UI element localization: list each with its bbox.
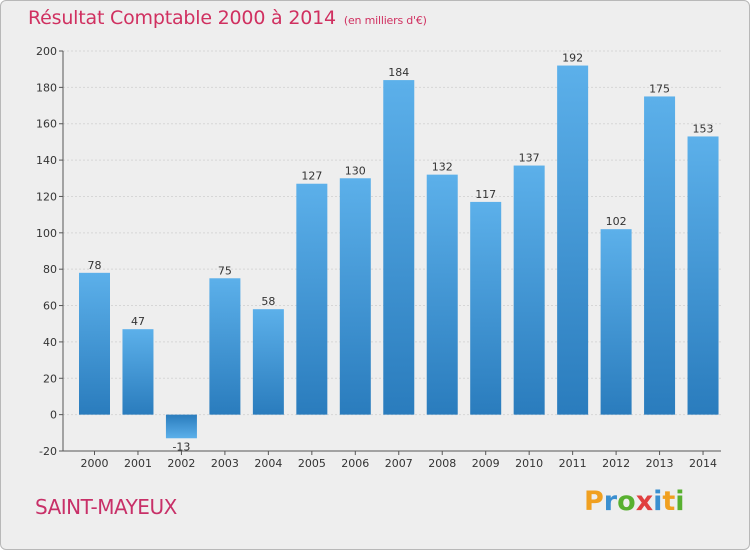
x-tick-label: 2001 bbox=[124, 457, 152, 470]
bars bbox=[79, 65, 719, 439]
x-tick-label: 2009 bbox=[472, 457, 500, 470]
x-tick-label: 2013 bbox=[646, 457, 674, 470]
bar-value-label: 58 bbox=[261, 295, 275, 308]
bar bbox=[644, 96, 676, 415]
bar-value-label: 75 bbox=[218, 264, 232, 277]
bar bbox=[339, 178, 371, 415]
title-text: Résultat Comptable 2000 à 2014 bbox=[28, 7, 336, 29]
bar bbox=[426, 174, 458, 415]
y-tick-label: 0 bbox=[50, 409, 57, 422]
logo-letter: o bbox=[617, 486, 636, 517]
bar-value-label: 175 bbox=[649, 82, 670, 95]
bar bbox=[470, 201, 502, 415]
y-tick-label: 160 bbox=[36, 118, 57, 131]
y-tick-label: 200 bbox=[36, 45, 57, 58]
bar-value-label: 132 bbox=[432, 161, 453, 174]
x-tick-label: 2004 bbox=[254, 457, 282, 470]
bar-value-label: 137 bbox=[519, 152, 540, 165]
bar bbox=[209, 278, 241, 415]
bar bbox=[165, 414, 197, 439]
logo-letter: x bbox=[635, 486, 654, 517]
y-tick-label: 180 bbox=[36, 81, 57, 94]
y-tick-label: 120 bbox=[36, 190, 57, 203]
bar bbox=[79, 272, 110, 415]
bar-value-label: 78 bbox=[88, 259, 102, 272]
x-tick-label: 2014 bbox=[689, 457, 717, 470]
bar bbox=[600, 229, 632, 415]
y-tick-label: 80 bbox=[43, 263, 57, 276]
proxiti-logo: Proxiti bbox=[584, 486, 685, 517]
bar-value-label: 102 bbox=[606, 215, 627, 228]
title-unit: (en milliers d'€) bbox=[343, 14, 427, 27]
axes bbox=[59, 50, 721, 455]
logo-letter: i bbox=[653, 486, 663, 517]
bar-value-label: 47 bbox=[131, 315, 145, 328]
y-tick-label: 140 bbox=[36, 154, 57, 167]
bar-value-label: 117 bbox=[475, 188, 496, 201]
y-tick-label: 20 bbox=[43, 372, 57, 385]
logo-letter: t bbox=[662, 486, 676, 517]
bar-value-label: 192 bbox=[562, 52, 583, 65]
bar bbox=[557, 65, 589, 415]
logo-letter: i bbox=[675, 486, 685, 517]
bar-value-label: 127 bbox=[301, 170, 322, 183]
x-tick-label: 2000 bbox=[81, 457, 109, 470]
x-tick-label: 2010 bbox=[515, 457, 543, 470]
y-tick-label: 100 bbox=[36, 227, 57, 240]
chart-title: Résultat Comptable 2000 à 2014 (en millie… bbox=[28, 7, 427, 29]
bar-value-label: 153 bbox=[693, 122, 714, 135]
y-tick-label: -20 bbox=[39, 445, 57, 458]
y-tick-label: 40 bbox=[43, 336, 57, 349]
bar bbox=[513, 165, 545, 415]
bar-value-label: -13 bbox=[172, 440, 190, 453]
logo-letter: r bbox=[603, 486, 618, 517]
x-tick-label: 2008 bbox=[428, 457, 456, 470]
x-tick-label: 2002 bbox=[167, 457, 195, 470]
town-name: SAINT-MAYEUX bbox=[35, 495, 177, 519]
x-tick-label: 2007 bbox=[385, 457, 413, 470]
y-tick-label: 60 bbox=[43, 300, 57, 313]
x-tick-label: 2012 bbox=[602, 457, 630, 470]
bar bbox=[383, 80, 415, 415]
x-tick-label: 2011 bbox=[559, 457, 587, 470]
bar-value-label: 130 bbox=[345, 164, 366, 177]
labels: -20 0 20 40 60 80 100 120 140 160 180 200 78 2000 47 20… bbox=[36, 45, 717, 470]
x-tick-label: 2005 bbox=[298, 457, 326, 470]
x-tick-label: 2006 bbox=[341, 457, 369, 470]
bar bbox=[252, 309, 284, 415]
bar-value-label: 184 bbox=[388, 66, 409, 79]
logo-letter: P bbox=[584, 486, 604, 517]
bar bbox=[687, 136, 719, 415]
bar bbox=[122, 329, 154, 415]
x-tick-label: 2003 bbox=[211, 457, 239, 470]
bar bbox=[296, 183, 328, 415]
